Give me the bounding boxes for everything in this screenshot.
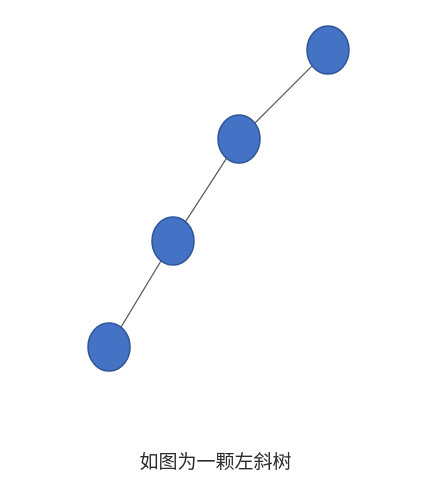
tree-node-n2: [217, 114, 261, 164]
tree-node-n3: [151, 216, 195, 266]
tree-node-n1: [306, 25, 350, 75]
caption: 如图为一颗左斜树: [139, 451, 292, 473]
nodes-layer: [87, 25, 350, 372]
edges-layer: [108, 49, 329, 348]
tree-node-n4: [87, 322, 131, 372]
